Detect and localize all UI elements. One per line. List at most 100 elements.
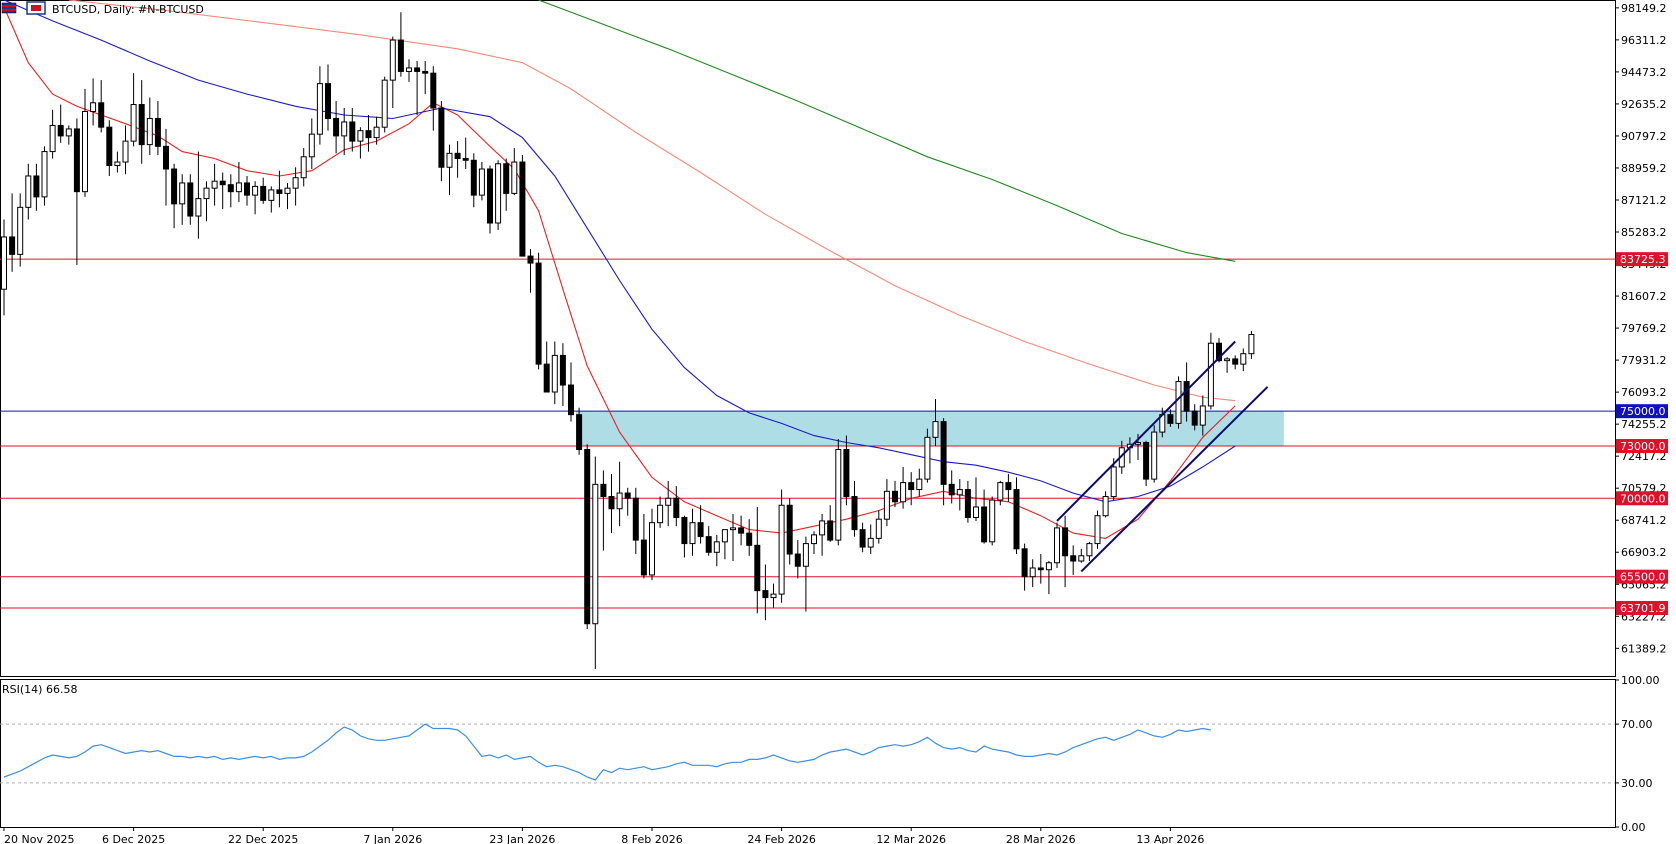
candle-body	[163, 145, 169, 170]
candle-body	[373, 126, 380, 139]
channel-line-upper[interactable]	[1056, 340, 1236, 522]
candles-layer	[1, 12, 1255, 670]
rsi-panel-frame	[0, 679, 1616, 828]
candle	[705, 526, 712, 556]
candle	[713, 534, 720, 567]
channel-line-lower[interactable]	[1080, 386, 1269, 573]
candle	[235, 162, 242, 203]
candle-body	[1110, 466, 1117, 498]
candle	[1175, 376, 1182, 429]
candle	[1013, 477, 1020, 555]
candle-body	[308, 133, 315, 158]
candle-body	[559, 354, 566, 386]
candle-body	[673, 497, 680, 518]
symbol-flag-stripe	[2, 5, 16, 7]
candle	[462, 137, 469, 169]
candle-body	[883, 490, 890, 520]
candle	[632, 487, 639, 555]
candle-body	[333, 117, 340, 137]
time-tick-label: 22 Dec 2025	[228, 833, 298, 844]
candle-body	[90, 102, 97, 113]
candle	[90, 78, 97, 126]
candle-body	[98, 102, 105, 128]
candle-body	[422, 70, 429, 74]
candle-body	[819, 520, 826, 536]
candle-body	[1029, 567, 1036, 578]
price-tick-label: 90797.2	[1621, 130, 1667, 143]
candle-body	[114, 161, 121, 167]
candle	[316, 66, 323, 145]
rsi-tick-label: 70.00	[1621, 718, 1653, 731]
price-tick-label: 85283.2	[1621, 226, 1667, 239]
candle-body	[997, 482, 1004, 501]
candle	[187, 174, 194, 225]
level-price-tags: 83725.3 75000.0 73000.0 70000.0 65500.0 63701…	[1616, 252, 1668, 616]
candle	[527, 249, 534, 293]
candle-body	[624, 492, 631, 499]
level-price-tag-label: 63701.9	[1620, 602, 1666, 615]
price-tick-label: 72417.2	[1621, 450, 1667, 463]
candle-body	[762, 590, 769, 599]
candle	[843, 435, 850, 506]
level-price-tag-label: 73000.0	[1620, 440, 1666, 453]
candle-body	[665, 497, 672, 506]
candle	[276, 170, 283, 208]
candle-body	[235, 182, 242, 193]
candle	[819, 513, 826, 556]
candle-body	[730, 527, 736, 531]
level-price-tag	[1616, 404, 1668, 419]
chart-title: BTCUSD, Daily: #N-BTCUSD	[52, 3, 204, 16]
candle	[519, 155, 526, 257]
candle-body	[365, 130, 372, 139]
candle	[325, 64, 331, 131]
candle-body	[1102, 496, 1109, 517]
candle-body	[227, 184, 234, 193]
candle-body	[908, 482, 915, 491]
candle	[422, 60, 429, 95]
time-tick-label: 6 Dec 2025	[102, 833, 165, 844]
candle-body	[106, 126, 113, 167]
channel-lines-layer	[1056, 340, 1269, 573]
candle	[754, 507, 761, 614]
candle-body	[276, 189, 283, 194]
candle-body	[875, 518, 882, 539]
candle	[1094, 510, 1101, 549]
candle	[98, 80, 105, 133]
candle-body	[989, 499, 996, 543]
candle	[1070, 545, 1077, 575]
candle-body	[1005, 482, 1012, 491]
candle-body	[932, 421, 939, 438]
candle-body	[292, 177, 299, 189]
candle	[746, 519, 753, 556]
candle	[163, 128, 169, 206]
candle-body	[1135, 442, 1141, 445]
candle-body	[1021, 548, 1028, 578]
candle	[179, 174, 186, 225]
candle-body	[616, 492, 623, 510]
candle-body	[1062, 527, 1069, 557]
candle-body	[973, 506, 979, 518]
candle-body	[470, 159, 477, 196]
candle-body	[65, 128, 72, 137]
candle-body	[916, 478, 923, 491]
candle-body	[316, 83, 323, 135]
candle	[535, 252, 542, 370]
candle	[608, 473, 615, 534]
candle	[17, 193, 24, 267]
candle-body	[438, 107, 445, 168]
candle	[649, 508, 655, 581]
candle-body	[600, 483, 607, 498]
price-tick-label: 94473.2	[1621, 66, 1667, 79]
candle	[1143, 440, 1150, 487]
candle	[543, 341, 550, 393]
candle-body	[851, 496, 858, 531]
chart-header: BTCUSD, Daily: #N-BTCUSD	[1, 1, 204, 16]
candle	[1191, 404, 1198, 431]
candle	[1045, 561, 1052, 595]
candle-body	[25, 175, 32, 208]
candle	[576, 407, 583, 455]
level-price-tag	[1616, 569, 1668, 584]
candle-body	[608, 496, 615, 510]
candle-body	[713, 541, 720, 553]
candle	[600, 470, 607, 551]
